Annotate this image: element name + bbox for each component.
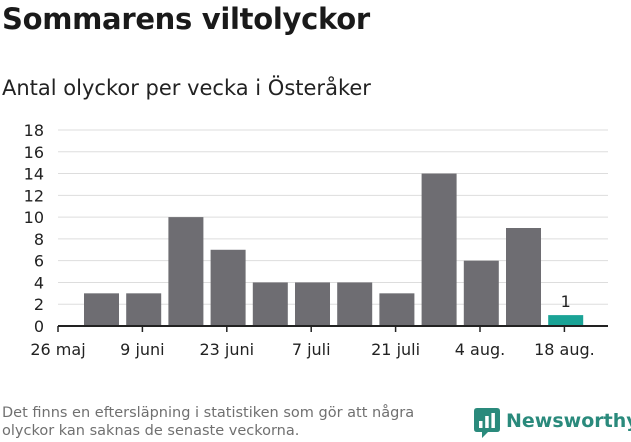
bar: [337, 282, 373, 326]
x-tick-label: 18 aug.: [534, 340, 595, 359]
bar: [506, 228, 541, 326]
y-tick-label: 6: [34, 252, 44, 271]
x-tick-label: 26 maj: [30, 340, 85, 359]
data-label: 1: [561, 292, 571, 311]
bar: [84, 293, 119, 326]
bar: [210, 249, 246, 326]
y-tick-label: 16: [24, 143, 44, 162]
bar: [421, 173, 457, 326]
brand-logo[interactable]: Newsworthy: [474, 408, 631, 442]
bar-chart: 0 2 4 6 8 10 12 14 16 18 1 26 maj 9 juni 23 juni 7 jul…: [24, 121, 608, 359]
y-tick-label: 0: [34, 317, 44, 336]
bar-highlight: [548, 315, 584, 326]
bar: [463, 260, 499, 326]
y-tick-label: 8: [34, 230, 44, 249]
bar-chart-speech-bubble-icon: [474, 408, 500, 438]
y-tick-label: 10: [24, 208, 44, 227]
y-tick-label: 12: [24, 186, 44, 205]
x-tick-label: 21 juli: [371, 340, 420, 359]
footnote: Det finns en eftersläpning i statistiken…: [2, 405, 415, 439]
chart-title: Sommarens viltolyckor: [2, 2, 370, 36]
bar: [252, 282, 288, 326]
brand-name: Newsworthy: [506, 410, 631, 432]
chart-subtitle: Antal olyckor per vecka i Österåker: [2, 76, 371, 100]
bar: [168, 217, 204, 326]
y-tick-label: 4: [34, 273, 44, 292]
x-tick-label: 23 juni: [199, 340, 254, 359]
x-tick-label: 4 aug.: [455, 340, 505, 359]
y-tick-label: 14: [24, 165, 44, 184]
x-tick-label: 7 juli: [292, 340, 331, 359]
y-tick-label: 18: [24, 121, 44, 140]
x-tick-label: 9 juni: [120, 340, 164, 359]
bar: [379, 293, 415, 326]
bar: [295, 282, 330, 326]
y-tick-label: 2: [34, 295, 44, 314]
bar: [126, 293, 162, 326]
